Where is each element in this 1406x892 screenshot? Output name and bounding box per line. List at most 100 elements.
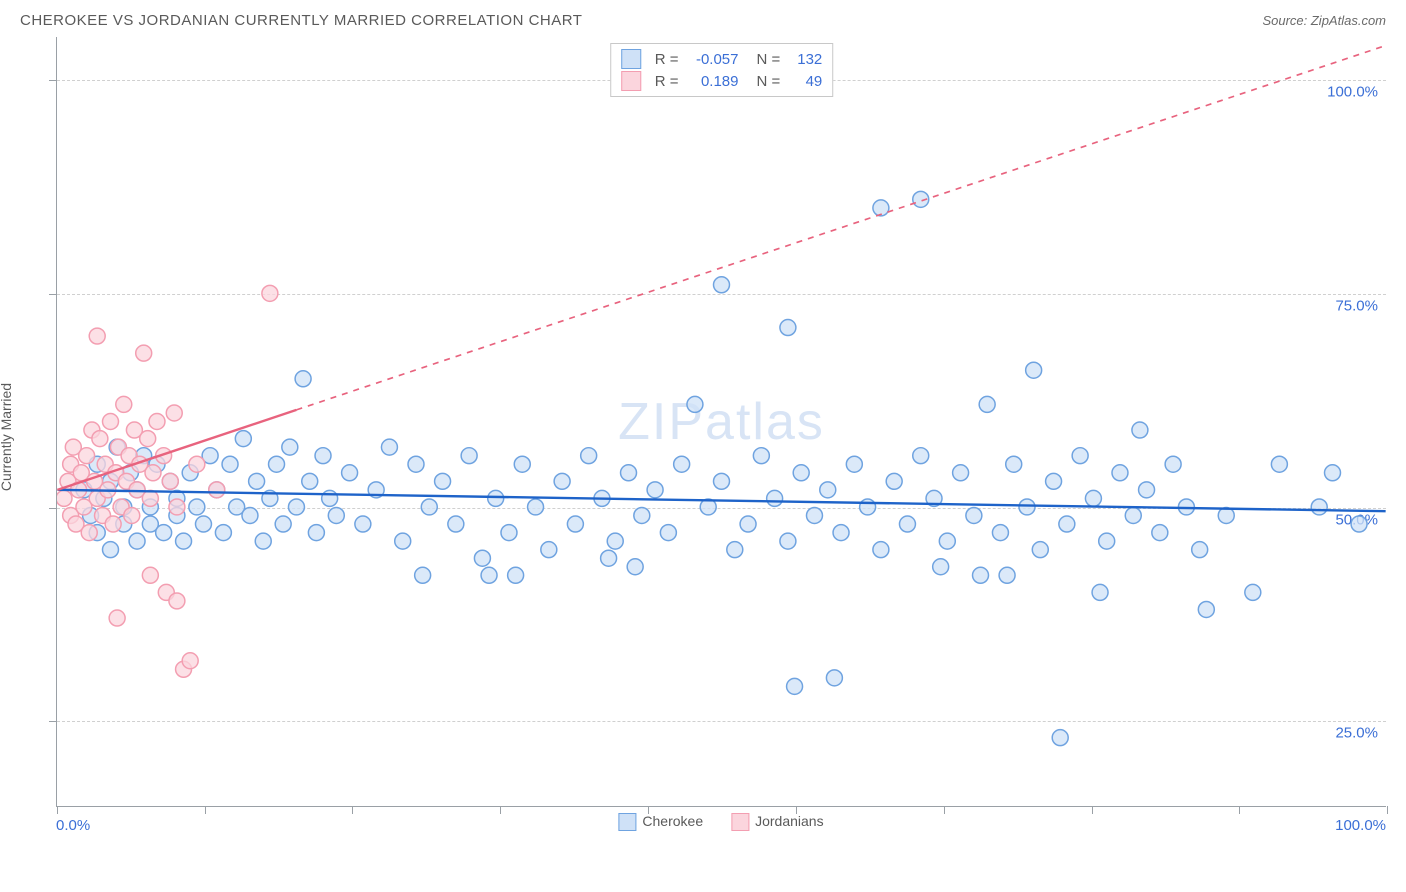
data-point [145, 465, 161, 481]
data-point [1019, 499, 1035, 515]
data-point [601, 550, 617, 566]
data-point [1026, 362, 1042, 378]
stats-row: R =0.189N =49 [621, 70, 823, 92]
data-point [1198, 601, 1214, 617]
data-point [81, 525, 97, 541]
data-point [255, 533, 271, 549]
data-point [488, 490, 504, 506]
data-point [820, 482, 836, 498]
data-point [621, 465, 637, 481]
data-point [634, 507, 650, 523]
data-point [408, 456, 424, 472]
data-point [136, 345, 152, 361]
data-point [249, 473, 265, 489]
data-point [1125, 507, 1141, 523]
data-point [554, 473, 570, 489]
stat-n-value: 49 [788, 73, 822, 90]
data-point [806, 507, 822, 523]
data-point [846, 456, 862, 472]
legend-item: Jordanians [731, 813, 824, 831]
data-point [687, 396, 703, 412]
data-point [461, 448, 477, 464]
data-point [209, 482, 225, 498]
data-point [295, 371, 311, 387]
data-point [979, 396, 995, 412]
data-point [275, 516, 291, 532]
data-point [182, 653, 198, 669]
x-axis-labels: 0.0% Cherokee Jordanians 100.0% [56, 807, 1386, 837]
data-point [105, 516, 121, 532]
y-axis-label: Currently Married [0, 383, 14, 491]
legend-item: Cherokee [618, 813, 703, 831]
data-point [1092, 584, 1108, 600]
data-point [787, 678, 803, 694]
data-point [740, 516, 756, 532]
data-point [1311, 499, 1327, 515]
data-point [149, 414, 165, 430]
data-point [514, 456, 530, 472]
stat-r-value: -0.057 [687, 51, 739, 68]
data-point [1271, 456, 1287, 472]
data-point [833, 525, 849, 541]
series-swatch [621, 71, 641, 91]
data-point [355, 516, 371, 532]
stat-r-value: 0.189 [687, 73, 739, 90]
source-label: Source: ZipAtlas.com [1262, 13, 1386, 28]
data-point [780, 533, 796, 549]
data-point [235, 431, 251, 447]
data-point [302, 473, 318, 489]
data-point [262, 285, 278, 301]
data-point [322, 490, 338, 506]
data-point [282, 439, 298, 455]
x-max-label: 100.0% [1335, 817, 1386, 834]
x-tick [1387, 806, 1388, 814]
data-point [79, 448, 95, 464]
data-point [873, 200, 889, 216]
correlation-stats-box: R =-0.057N =132R =0.189N =49 [610, 43, 834, 97]
data-point [116, 396, 132, 412]
data-point [793, 465, 809, 481]
data-point [999, 567, 1015, 583]
data-point [315, 448, 331, 464]
data-point [714, 473, 730, 489]
data-point [528, 499, 544, 515]
data-point [142, 567, 158, 583]
data-point [826, 670, 842, 686]
data-point [169, 593, 185, 609]
data-point [288, 499, 304, 515]
data-point [129, 533, 145, 549]
y-tick [49, 80, 57, 81]
data-point [92, 431, 108, 447]
data-point [162, 473, 178, 489]
data-point [1139, 482, 1155, 498]
stat-n-label: N = [757, 51, 781, 68]
data-point [873, 542, 889, 558]
data-point [966, 507, 982, 523]
data-point [627, 559, 643, 575]
data-point [1245, 584, 1261, 600]
data-point [933, 559, 949, 575]
data-point [1085, 490, 1101, 506]
data-point [395, 533, 411, 549]
data-point [581, 448, 597, 464]
data-point [727, 542, 743, 558]
data-point [1112, 465, 1128, 481]
data-point [308, 525, 324, 541]
data-point [140, 431, 156, 447]
data-point [1165, 456, 1181, 472]
data-point [1046, 473, 1062, 489]
data-point [481, 567, 497, 583]
data-point [103, 542, 119, 558]
data-point [156, 525, 172, 541]
data-point [541, 542, 557, 558]
x-min-label: 0.0% [56, 817, 90, 834]
data-point [647, 482, 663, 498]
data-point [415, 567, 431, 583]
chart-container: Currently Married ZIPatlas R =-0.057N =1… [20, 37, 1386, 837]
data-point [1325, 465, 1341, 481]
plot-svg [57, 37, 1386, 806]
legend: Cherokee Jordanians [618, 813, 823, 831]
stat-n-value: 132 [788, 51, 822, 68]
data-point [660, 525, 676, 541]
stats-row: R =-0.057N =132 [621, 48, 823, 70]
